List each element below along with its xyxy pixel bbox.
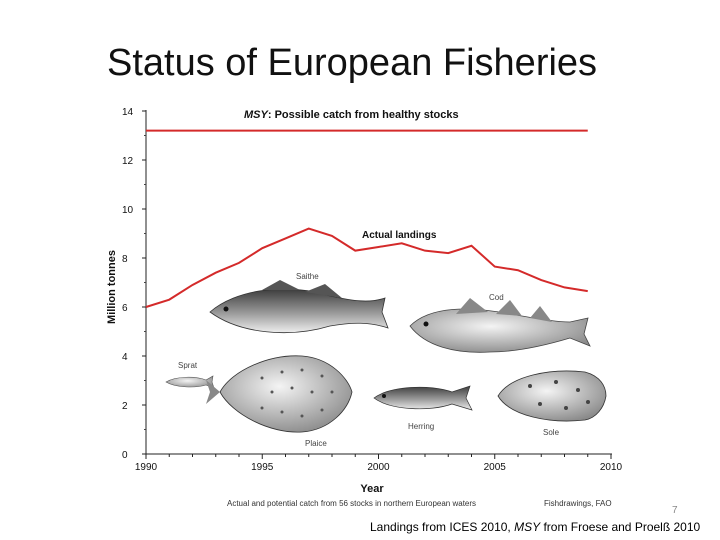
saithe-illustration bbox=[209, 280, 389, 333]
plaice-illustration bbox=[206, 355, 353, 433]
cod-label: Cod bbox=[489, 293, 504, 302]
series-line-actual-landings bbox=[145, 227, 588, 308]
x-tick-label: 2000 bbox=[367, 462, 390, 473]
y-tick-label: 2 bbox=[122, 401, 128, 412]
y-tick-label: 8 bbox=[122, 254, 128, 265]
x-tick-label: 1995 bbox=[251, 462, 274, 473]
sprat-illustration bbox=[165, 375, 215, 389]
msy-series-label: MSY: Possible catch from healthy stocks bbox=[244, 109, 459, 121]
y-tick-label: 12 bbox=[122, 156, 134, 167]
sole-label: Sole bbox=[543, 428, 560, 437]
x-tick-label: 2005 bbox=[484, 462, 507, 473]
actual-landings-label: Actual landings bbox=[362, 230, 437, 241]
y-tick-label: 6 bbox=[122, 303, 128, 314]
x-tick-label: 1990 bbox=[135, 462, 158, 473]
chart-caption: Actual and potential catch from 56 stock… bbox=[227, 499, 476, 508]
herring-label: Herring bbox=[408, 422, 434, 431]
plaice-label: Plaice bbox=[305, 439, 327, 448]
slide-title: Status of European Fisheries bbox=[107, 42, 598, 84]
y-tick-label: 10 bbox=[122, 205, 134, 216]
y-tick-label: 0 bbox=[122, 450, 128, 461]
x-tick-label: 2010 bbox=[600, 462, 623, 473]
y-tick-label: 14 bbox=[122, 107, 134, 118]
image-credit: Fishdrawings, FAO bbox=[544, 499, 612, 508]
sole-illustration bbox=[497, 370, 607, 422]
slide-number: 7 bbox=[672, 505, 678, 516]
saithe-label: Saithe bbox=[296, 272, 319, 281]
y-axis-title: Million tonnes bbox=[106, 250, 118, 324]
footer-citation: Landings from ICES 2010, MSY from Froese… bbox=[370, 520, 701, 534]
sprat-label: Sprat bbox=[178, 361, 198, 370]
x-axis-title: Year bbox=[360, 483, 384, 495]
herring-illustration bbox=[373, 385, 473, 411]
cod-illustration bbox=[409, 298, 591, 353]
y-tick-label: 4 bbox=[122, 352, 128, 363]
